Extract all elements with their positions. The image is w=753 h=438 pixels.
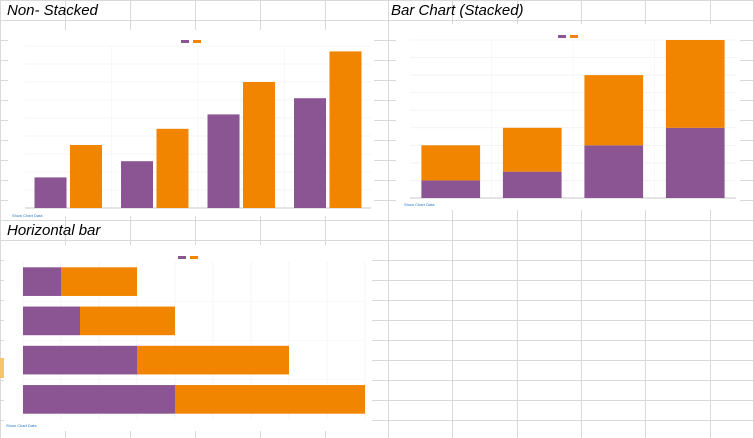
bar-series-a <box>34 177 67 208</box>
bar-series-b <box>502 127 562 172</box>
bar-series-a <box>23 345 137 375</box>
legend-swatch <box>190 256 198 259</box>
bar-series-a <box>121 161 154 208</box>
selected-cell-marker <box>0 358 5 378</box>
label-non-stacked: Non- Stacked <box>7 2 98 19</box>
bar-series-a <box>23 385 175 414</box>
bar-series-b <box>61 267 137 296</box>
bar-series-b <box>421 145 481 181</box>
legend-swatch <box>193 40 201 43</box>
legend-swatch <box>570 35 578 38</box>
label-horizontal: Horizontal bar <box>7 222 101 239</box>
chart-horizontal[interactable]: Show Chart Data <box>4 245 372 431</box>
bar-series-a <box>23 267 61 296</box>
bar-series-b <box>329 51 362 209</box>
chart-non-stacked-svg <box>25 40 371 209</box>
legend-swatch <box>178 256 186 259</box>
legend-swatch <box>181 40 189 43</box>
bar-series-a <box>665 127 725 198</box>
chart-non-stacked[interactable]: Show Chart Data <box>8 30 374 218</box>
bar-series-a <box>502 171 562 198</box>
bar-series-b <box>242 82 275 208</box>
bar-series-b <box>137 345 289 375</box>
show-chart-data-link[interactable]: Show Chart Data <box>6 423 37 428</box>
bar-series-b <box>69 145 102 208</box>
bar-series-b <box>80 306 175 336</box>
legend-swatch <box>558 35 566 38</box>
chart-stacked[interactable]: Show Chart Data <box>396 24 740 210</box>
label-stacked: Bar Chart (Stacked) <box>391 2 524 19</box>
bar-series-a <box>207 114 240 208</box>
show-chart-data-link[interactable]: Show Chart Data <box>12 213 43 218</box>
chart-legend <box>178 256 198 259</box>
chart-legend <box>558 35 578 38</box>
chart-stacked-svg <box>410 35 736 199</box>
chart-horizontal-svg <box>22 256 366 419</box>
bar-series-b <box>175 385 365 414</box>
bar-series-b <box>665 40 725 128</box>
bar-series-a <box>421 180 481 198</box>
bar-series-b <box>584 75 644 146</box>
bar-series-b <box>156 128 189 208</box>
bar-series-a <box>23 306 80 336</box>
show-chart-data-link[interactable]: Show Chart Data <box>404 202 435 207</box>
chart-legend <box>181 40 201 43</box>
bar-series-a <box>294 98 327 208</box>
bar-series-a <box>584 145 644 198</box>
